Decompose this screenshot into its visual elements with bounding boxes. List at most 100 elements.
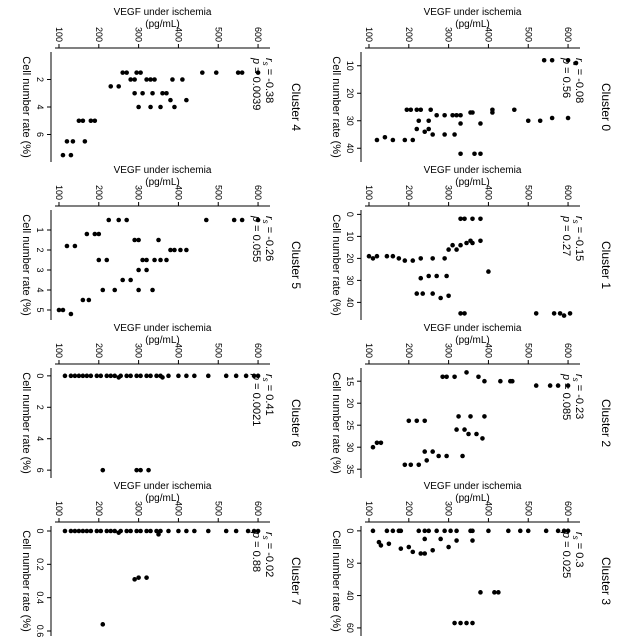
data-point: [85, 529, 90, 534]
data-point: [138, 529, 143, 534]
y-tick-label: 200: [94, 501, 104, 516]
x-tick-label: 20: [345, 398, 355, 408]
y-tick-label: 300: [134, 27, 144, 42]
y-tick-label: 500: [213, 343, 223, 358]
y-tick-label: 600: [563, 343, 573, 358]
data-point: [77, 529, 82, 534]
panel-cluster-4: Cluster 4rs = -0.38p = 0.003910020030040…: [20, 7, 303, 162]
data-point: [140, 91, 145, 96]
data-point: [422, 551, 427, 556]
data-point: [63, 374, 68, 379]
x-tick-label: 2: [35, 405, 45, 410]
data-point: [192, 374, 197, 379]
x-tick-label: 0: [345, 528, 355, 533]
data-point: [472, 151, 477, 156]
data-point: [224, 529, 229, 534]
data-point: [462, 311, 467, 316]
data-point: [200, 70, 205, 75]
data-point: [148, 105, 153, 110]
x-axis-label: Cell number rate (%): [20, 372, 32, 473]
panel-title: Cluster 6: [289, 399, 303, 447]
data-point: [184, 529, 189, 534]
y-axis-label: VEGF under ischemia(pg/mL): [114, 7, 212, 30]
data-point: [116, 375, 121, 380]
data-point: [158, 105, 163, 110]
data-point: [486, 269, 491, 274]
data-point: [418, 256, 423, 261]
data-point: [438, 537, 443, 542]
data-point: [240, 70, 245, 75]
data-point: [458, 113, 463, 118]
y-tick-label: 300: [444, 343, 454, 358]
panel-cluster-5: Cluster 5rs = -0.26p = 0.055100200300400…: [20, 165, 303, 320]
x-tick-label: 0: [345, 212, 355, 217]
data-point: [124, 374, 129, 379]
data-point: [148, 374, 153, 379]
panel-cluster-6: Cluster 6rs = 0.41p = 0.0021100200300400…: [20, 323, 303, 478]
data-point: [418, 551, 423, 556]
data-point: [470, 241, 475, 246]
data-point: [410, 258, 415, 263]
y-tick-label: 600: [563, 185, 573, 200]
rs-label: rs = -0.23: [571, 374, 585, 419]
y-tick-label: 100: [54, 343, 64, 358]
data-point: [108, 529, 113, 534]
data-point: [397, 529, 402, 534]
data-point: [150, 288, 155, 293]
x-tick-label: 10: [345, 231, 355, 241]
data-point: [106, 218, 111, 223]
data-point: [446, 294, 451, 299]
data-point: [148, 77, 153, 82]
panel-cluster-1: Cluster 1rs = -0.15p = 0.271002003004005…: [330, 165, 613, 320]
data-point: [468, 110, 473, 115]
data-point: [476, 375, 481, 380]
y-tick-label: 500: [213, 501, 223, 516]
data-point: [89, 529, 94, 534]
data-point: [152, 258, 157, 263]
data-point: [552, 311, 557, 316]
data-point: [375, 441, 380, 446]
data-point: [391, 138, 396, 143]
data-point: [550, 58, 555, 63]
data-point: [414, 107, 419, 112]
x-tick-label: 2: [35, 247, 45, 252]
data-point: [69, 529, 74, 534]
data-point: [93, 232, 98, 237]
data-point: [462, 427, 467, 432]
data-point: [144, 529, 149, 534]
data-point: [430, 291, 435, 296]
data-point: [454, 529, 459, 534]
data-point: [98, 529, 103, 534]
data-point: [184, 374, 189, 379]
y-tick-label: 100: [54, 185, 64, 200]
data-point: [464, 621, 469, 626]
data-point: [478, 217, 483, 222]
data-point: [156, 532, 161, 537]
data-point: [128, 77, 133, 82]
y-axis-label: VEGF under ischemia(pg/mL): [424, 165, 522, 188]
data-point: [430, 132, 435, 137]
y-tick-label: 500: [523, 343, 533, 358]
data-point: [87, 298, 92, 303]
data-point: [442, 256, 447, 261]
data-point: [144, 77, 149, 82]
data-point: [240, 218, 245, 223]
p-label: p = 0.085: [560, 373, 572, 420]
data-point: [112, 529, 117, 534]
x-axis-label: Cell number rate (%): [330, 56, 342, 157]
data-point: [566, 58, 571, 63]
data-point: [542, 58, 547, 63]
data-point: [160, 375, 165, 380]
data-point: [422, 419, 427, 424]
x-tick-label: 0.6: [35, 625, 45, 638]
data-point: [462, 217, 467, 222]
data-point: [538, 118, 543, 123]
y-axis-label: VEGF under ischemia(pg/mL): [114, 165, 212, 188]
data-point: [172, 248, 177, 253]
data-point: [120, 278, 125, 283]
data-point: [468, 529, 473, 534]
data-point: [492, 590, 497, 595]
data-point: [430, 256, 435, 261]
data-point: [77, 118, 82, 123]
